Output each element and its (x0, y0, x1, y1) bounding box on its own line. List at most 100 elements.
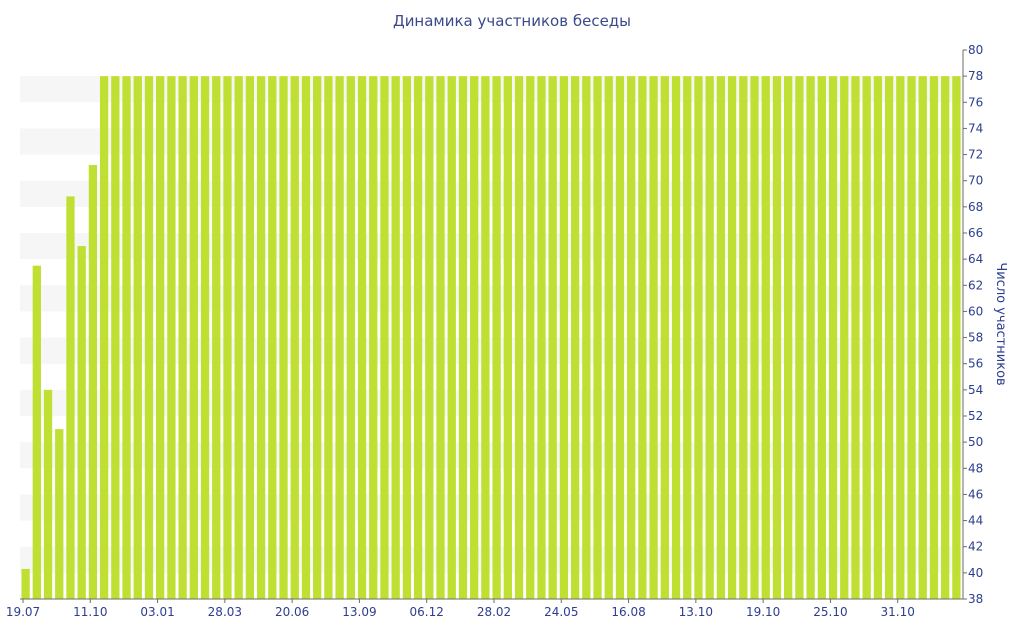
bar (413, 76, 423, 599)
y-tick-label: 64 (968, 252, 983, 266)
x-tick-label: 19.10 (746, 605, 780, 619)
grid-band (20, 233, 962, 260)
y-tick-label: 74 (968, 121, 983, 135)
bar (862, 76, 871, 599)
y-tick-label: 72 (968, 148, 983, 162)
y-tick-label: 44 (968, 514, 983, 528)
bar (436, 76, 445, 599)
bar (32, 265, 41, 599)
bars (21, 76, 961, 600)
y-tick-label: 42 (968, 540, 983, 554)
bar (806, 76, 815, 599)
bar (133, 76, 142, 599)
bar (458, 76, 468, 599)
axes (20, 50, 964, 600)
y-tick-label: 46 (968, 487, 983, 501)
bar (335, 76, 344, 599)
x-tick-label: 16.08 (611, 605, 645, 619)
bar (470, 76, 479, 599)
bar (245, 76, 255, 599)
x-tick-label: 20.06 (275, 605, 309, 619)
grid-band (20, 494, 962, 521)
y-tick-label: 38 (968, 592, 983, 606)
bar (840, 76, 849, 599)
bar (425, 76, 434, 599)
bar (952, 76, 961, 599)
grid-band (20, 76, 962, 103)
x-tick-label: 28.02 (477, 605, 511, 619)
bar (761, 76, 770, 599)
bar (514, 76, 524, 599)
bar (570, 76, 580, 599)
bar (649, 76, 658, 599)
bar (492, 76, 501, 599)
y-tick-label: 70 (968, 174, 983, 188)
bar (772, 76, 782, 599)
bar (447, 76, 456, 599)
y-tick-label: 66 (968, 226, 983, 240)
y-tick-label: 60 (968, 304, 983, 318)
bar (604, 76, 613, 599)
bar (739, 76, 748, 599)
bar (223, 76, 232, 599)
bar (77, 246, 86, 600)
grid-band (20, 180, 962, 207)
bar (638, 76, 647, 599)
x-tick-label: 13.10 (679, 605, 713, 619)
y-axis-title: Число участников (993, 262, 1008, 385)
bar (481, 76, 490, 599)
grid-bands (20, 76, 962, 573)
x-tick-label: 19.07 (6, 605, 40, 619)
y-tick-label: 48 (968, 461, 983, 475)
bar (212, 76, 221, 599)
bar (694, 76, 703, 599)
x-tick-label: 25.10 (813, 605, 847, 619)
bar (559, 76, 569, 599)
bar (178, 76, 187, 599)
x-tick-label: 06.12 (410, 605, 444, 619)
bar (156, 76, 165, 599)
bar (279, 76, 288, 599)
bar (727, 76, 737, 599)
x-tick-label: 13.09 (342, 605, 376, 619)
bar (828, 76, 838, 599)
bar (548, 76, 557, 599)
bar (627, 76, 636, 599)
bar (683, 76, 692, 599)
y-tick-label: 52 (968, 409, 983, 423)
bar (380, 76, 389, 599)
y-tick-label: 58 (968, 331, 983, 345)
bar (660, 76, 669, 599)
bar (705, 76, 714, 599)
bar (66, 196, 75, 599)
bar (671, 76, 681, 599)
y-tick-label: 40 (968, 566, 983, 580)
bar (593, 76, 602, 599)
bar (716, 76, 726, 599)
y-tick-label: 54 (968, 383, 983, 397)
bar (43, 389, 53, 599)
x-tick-label: 11.10 (73, 605, 107, 619)
bar (615, 76, 625, 599)
bar (918, 76, 927, 599)
y-tick-label: 50 (968, 435, 983, 449)
bar (313, 76, 322, 599)
bar (503, 76, 512, 599)
bar (537, 76, 546, 599)
bar (111, 76, 120, 599)
bar (324, 76, 333, 599)
bar (256, 76, 266, 599)
bar (200, 76, 210, 599)
chart-title: Динамика участников беседы (392, 12, 632, 30)
grid-band (20, 389, 962, 416)
bar (369, 76, 378, 599)
bar (99, 76, 109, 599)
bar (88, 165, 98, 599)
x-tick-label: 03.01 (140, 605, 174, 619)
bar (234, 76, 243, 599)
bar (941, 76, 950, 599)
x-tick-label: 24.05 (544, 605, 578, 619)
bar (290, 76, 299, 599)
